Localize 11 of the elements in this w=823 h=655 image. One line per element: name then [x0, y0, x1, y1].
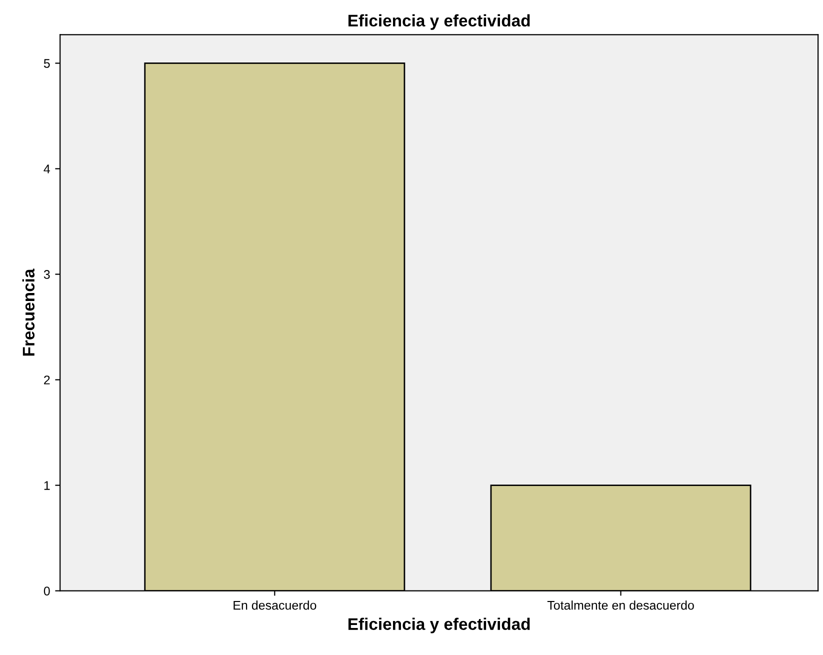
- y-tick-label: 4: [44, 164, 50, 174]
- x-axis-title: Eficiencia y efectividad: [348, 618, 530, 634]
- y-tick-label: 5: [44, 59, 50, 68]
- y-tick-label: 2: [44, 376, 50, 384]
- y-tick-label: 1: [44, 481, 50, 490]
- y-tick-label: 3: [44, 270, 50, 279]
- y-tick-label: 0: [44, 586, 50, 596]
- chart-title: Eficiencia y efectividad: [348, 14, 530, 30]
- x-tick-label: Totalmente en desacuerdo: [547, 600, 694, 610]
- x-tick-label: En desacuerdo: [234, 600, 316, 610]
- y-axis-title: Frecuencia: [22, 268, 35, 356]
